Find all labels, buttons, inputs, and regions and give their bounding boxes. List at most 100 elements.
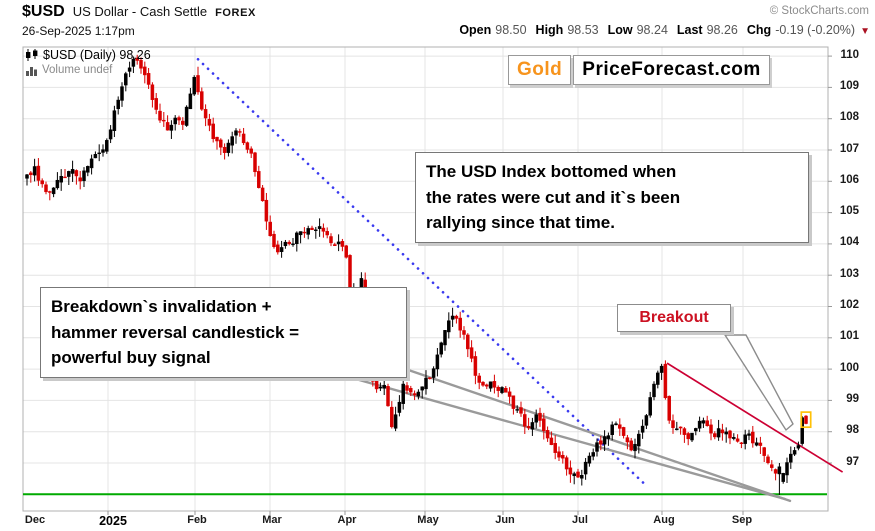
- candle-body: [785, 462, 789, 476]
- candle-body: [477, 375, 481, 383]
- candle-body: [340, 241, 345, 247]
- candle-body: [317, 226, 322, 229]
- series-legend-label: $USD (Daily) 98.26: [43, 48, 151, 62]
- breakout-callout: Breakout: [617, 304, 731, 332]
- candle-body: [777, 466, 782, 475]
- candle-body: [648, 397, 652, 416]
- candle-body: [257, 171, 261, 188]
- candle-body: [697, 420, 702, 429]
- y-axis-label-98: 98: [846, 424, 859, 437]
- low-value: 98.24: [636, 23, 668, 37]
- candle-body: [716, 428, 721, 438]
- breakout-callout-pointer: [724, 334, 794, 431]
- stockcharts-copyright: © StockCharts.com: [769, 5, 869, 17]
- candle-body: [629, 440, 633, 451]
- candle-body: [124, 73, 128, 86]
- candle-body: [614, 423, 618, 426]
- candle-body: [382, 384, 386, 389]
- candle-body: [675, 428, 679, 431]
- candle-body: [336, 241, 341, 245]
- y-axis-label-97: 97: [846, 455, 859, 468]
- y-axis-label-106: 106: [839, 173, 859, 186]
- candle-body: [268, 221, 272, 237]
- candle-body: [325, 231, 329, 236]
- candle-body: [416, 391, 421, 397]
- candle-body: [93, 154, 98, 159]
- candle-body: [431, 368, 436, 378]
- change-down-triangle-icon: ▼: [860, 26, 870, 37]
- candle-body: [754, 442, 759, 446]
- candle-body: [154, 98, 158, 110]
- candle-body: [564, 457, 569, 470]
- candle-body: [435, 354, 440, 370]
- candle-body: [545, 430, 550, 439]
- candle-body: [207, 119, 212, 126]
- y-axis-label-103: 103: [839, 267, 859, 280]
- candle-body: [253, 152, 257, 173]
- candle-body: [682, 428, 687, 435]
- annotation-line: The USD Index bottomed when: [426, 162, 677, 181]
- candle-body: [439, 342, 443, 355]
- candle-body: [553, 443, 557, 453]
- candle-body: [264, 199, 269, 222]
- candle-body: [393, 414, 398, 429]
- candle-body: [424, 377, 428, 390]
- exchange-label: FOREX: [215, 7, 256, 19]
- candle-body: [173, 117, 177, 125]
- candle-body: [599, 440, 603, 445]
- candle-body: [230, 136, 234, 146]
- high-label: High: [535, 23, 564, 37]
- candle-body: [181, 120, 185, 125]
- candle-body: [781, 473, 785, 482]
- candle-body: [298, 231, 303, 236]
- candle-body: [196, 75, 200, 93]
- candle-body: [32, 166, 37, 176]
- candle-body: [667, 396, 671, 421]
- trendline-support-gray-1: [370, 356, 792, 503]
- x-axis-label-Jun: Jun: [495, 514, 515, 526]
- candle-body: [276, 244, 280, 253]
- candle-body: [766, 456, 770, 464]
- candle-body: [44, 184, 48, 193]
- x-axis-label-Feb: Feb: [187, 514, 207, 526]
- candle-body: [374, 380, 379, 390]
- candle-body: [97, 152, 101, 155]
- candle-body: [146, 73, 151, 85]
- candle-body: [390, 406, 394, 428]
- candle-body: [40, 180, 44, 185]
- y-axis-label-105: 105: [839, 205, 859, 218]
- goldpriceforecast-logo: Gold PriceForecast.com: [508, 55, 770, 85]
- candle-body: [78, 177, 82, 182]
- candle-body: [602, 436, 607, 445]
- candle-body: [652, 383, 656, 398]
- chg-value: -0.19 (-0.20%): [775, 23, 856, 37]
- candle-body: [694, 428, 698, 432]
- candle-body: [625, 437, 630, 443]
- annotation-usd-bottomed: The USD Index bottomed when the rates wer…: [415, 152, 809, 243]
- y-axis-label-110: 110: [840, 48, 859, 61]
- candle-body: [165, 122, 170, 131]
- candle-body: [127, 67, 132, 72]
- candle-body: [386, 386, 390, 407]
- candle-body: [241, 133, 246, 144]
- last-value: 98.26: [706, 23, 738, 37]
- x-axis-label-Sep: Sep: [731, 514, 753, 526]
- candle-body: [538, 412, 542, 421]
- candle-body: [36, 165, 41, 181]
- candle-body: [618, 424, 622, 429]
- candle-body: [466, 334, 470, 350]
- candle-body: [162, 119, 166, 122]
- candle-body: [511, 395, 516, 409]
- x-axis-label-2025: 2025: [99, 514, 127, 528]
- x-axis-label-May: May: [417, 514, 439, 526]
- y-axis-label-102: 102: [839, 299, 859, 311]
- candle-body: [405, 385, 409, 391]
- candle-body: [70, 169, 75, 174]
- candle-body: [428, 377, 432, 379]
- candle-body: [701, 420, 706, 424]
- candle-body: [519, 407, 523, 414]
- y-axis-label-108: 108: [839, 111, 859, 124]
- candle-body: [82, 170, 86, 182]
- open-label: Open: [459, 23, 492, 37]
- candle-body: [135, 57, 139, 61]
